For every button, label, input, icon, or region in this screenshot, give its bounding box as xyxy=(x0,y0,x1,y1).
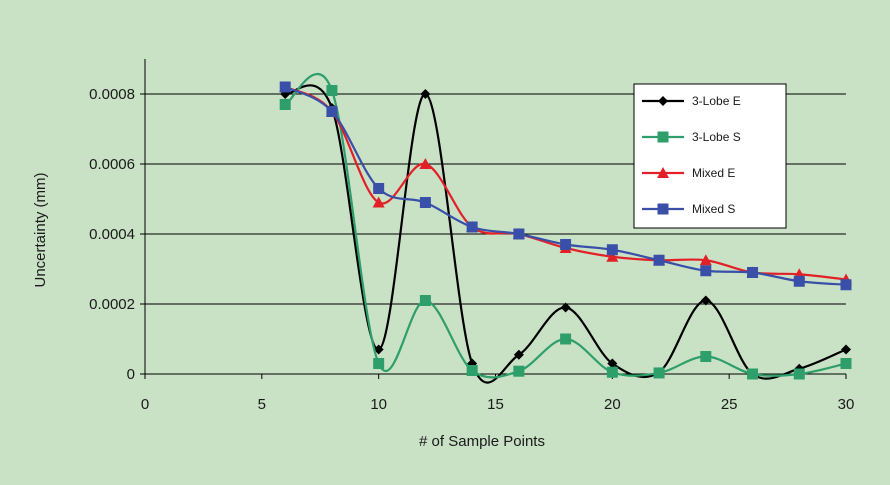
y-tick-label: 0.0006 xyxy=(89,156,135,173)
data-point xyxy=(793,368,805,380)
data-point xyxy=(606,250,619,262)
data-point xyxy=(419,295,431,306)
data-point xyxy=(326,106,338,117)
x-tick-label: 25 xyxy=(721,396,738,413)
x-tick-label: 0 xyxy=(141,396,149,413)
y-axis-title: Uncertainty (mm) xyxy=(32,172,49,287)
x-tick-label: 10 xyxy=(370,396,387,413)
data-point xyxy=(653,367,665,379)
y-tick-label: 0.0004 xyxy=(89,226,135,243)
data-point xyxy=(279,99,291,110)
data-point xyxy=(560,333,572,345)
data-point xyxy=(373,183,385,194)
legend-label: 3-Lobe S xyxy=(692,130,741,144)
data-point xyxy=(372,196,385,208)
data-point xyxy=(560,302,571,313)
data-point xyxy=(747,368,759,380)
data-point xyxy=(560,239,572,250)
data-point xyxy=(373,358,385,369)
data-point xyxy=(373,344,384,355)
axes: 0 0.0002 0.0004 0.0006 0.0008 0 5 10 15 20 25 30 xyxy=(89,59,854,413)
data-point xyxy=(420,89,431,99)
legend-label: 3-Lobe E xyxy=(692,94,741,108)
data-point xyxy=(841,344,851,355)
data-point xyxy=(840,358,852,369)
data-point xyxy=(326,85,338,96)
data-point xyxy=(466,365,478,376)
series-mixed-s xyxy=(279,81,852,291)
x-tick-label: 5 xyxy=(258,396,266,413)
data-point xyxy=(700,351,712,362)
data-point xyxy=(607,358,618,369)
data-point xyxy=(793,275,805,287)
y-tick-label: 0.0002 xyxy=(89,296,135,313)
legend-label: Mixed E xyxy=(692,166,735,180)
data-point xyxy=(419,158,432,169)
y-tick-label: 0 xyxy=(127,366,135,383)
x-axis-title: # of Sample Points xyxy=(419,433,545,450)
data-point xyxy=(840,279,852,291)
data-point xyxy=(419,197,431,208)
data-point xyxy=(513,365,525,377)
data-point xyxy=(606,244,618,256)
data-point xyxy=(513,349,524,360)
data-point xyxy=(700,295,711,306)
data-point xyxy=(747,267,759,278)
legend-marker xyxy=(657,167,669,178)
data-point xyxy=(699,254,712,266)
data-point xyxy=(513,228,525,240)
y-tick-label: 0.0008 xyxy=(89,86,135,103)
legend-marker xyxy=(657,203,669,215)
series-3-lobe-s xyxy=(279,72,852,380)
x-tick-label: 30 xyxy=(838,396,855,413)
x-tick-label: 15 xyxy=(487,396,504,413)
series-group xyxy=(279,72,852,384)
legend-marker xyxy=(658,96,668,106)
data-point xyxy=(653,254,665,266)
data-point xyxy=(700,265,712,277)
legend-marker xyxy=(657,131,669,143)
legend: 3-Lobe E 3-Lobe S Mixed E Mixed S xyxy=(633,83,787,229)
x-tick-label: 20 xyxy=(604,396,621,413)
data-point xyxy=(279,81,291,93)
data-point xyxy=(466,221,478,233)
data-point xyxy=(606,366,618,378)
legend-label: Mixed S xyxy=(692,202,735,216)
